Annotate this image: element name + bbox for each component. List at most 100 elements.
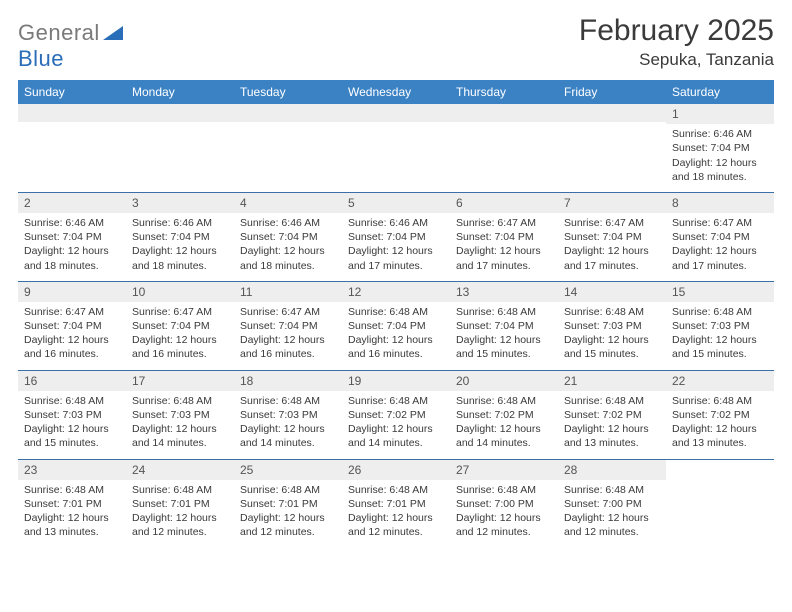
day-cell: 20Sunrise: 6:48 AMSunset: 7:02 PMDayligh… [450, 371, 558, 459]
day-cell [558, 104, 666, 192]
day-cell: 12Sunrise: 6:48 AMSunset: 7:04 PMDayligh… [342, 282, 450, 370]
day-number [342, 104, 450, 122]
daylight-text: Daylight: 12 hours and 14 minutes. [348, 422, 444, 450]
day-number: 25 [234, 460, 342, 480]
day-cell [342, 104, 450, 192]
sunrise-text: Sunrise: 6:48 AM [132, 483, 228, 497]
week-row: 16Sunrise: 6:48 AMSunset: 7:03 PMDayligh… [18, 370, 774, 459]
sunset-text: Sunset: 7:03 PM [240, 408, 336, 422]
dow-friday: Friday [558, 80, 666, 104]
daylight-text: Daylight: 12 hours and 12 minutes. [240, 511, 336, 539]
sunset-text: Sunset: 7:01 PM [132, 497, 228, 511]
daylight-text: Daylight: 12 hours and 18 minutes. [240, 244, 336, 272]
day-number: 24 [126, 460, 234, 480]
sunset-text: Sunset: 7:04 PM [348, 319, 444, 333]
day-cell: 16Sunrise: 6:48 AMSunset: 7:03 PMDayligh… [18, 371, 126, 459]
daylight-text: Daylight: 12 hours and 18 minutes. [132, 244, 228, 272]
day-cell: 6Sunrise: 6:47 AMSunset: 7:04 PMDaylight… [450, 193, 558, 281]
day-cell: 22Sunrise: 6:48 AMSunset: 7:02 PMDayligh… [666, 371, 774, 459]
daylight-text: Daylight: 12 hours and 16 minutes. [132, 333, 228, 361]
day-cell: 25Sunrise: 6:48 AMSunset: 7:01 PMDayligh… [234, 460, 342, 548]
day-number: 19 [342, 371, 450, 391]
sunrise-text: Sunrise: 6:48 AM [132, 394, 228, 408]
sunset-text: Sunset: 7:04 PM [348, 230, 444, 244]
daylight-text: Daylight: 12 hours and 13 minutes. [564, 422, 660, 450]
day-cell: 1Sunrise: 6:46 AMSunset: 7:04 PMDaylight… [666, 104, 774, 192]
sunrise-text: Sunrise: 6:47 AM [24, 305, 120, 319]
dow-thursday: Thursday [450, 80, 558, 104]
day-number: 14 [558, 282, 666, 302]
day-number: 13 [450, 282, 558, 302]
sunrise-text: Sunrise: 6:47 AM [240, 305, 336, 319]
daylight-text: Daylight: 12 hours and 15 minutes. [456, 333, 552, 361]
logo-part1: General [18, 20, 100, 45]
day-number [126, 104, 234, 122]
day-number: 8 [666, 193, 774, 213]
day-number [234, 104, 342, 122]
day-cell: 19 Sunrise: 6:48 AMSunset: 7:02 PMDayligh… [342, 371, 450, 459]
day-number: 28 [558, 460, 666, 480]
sunrise-text: Sunrise: 6:48 AM [564, 483, 660, 497]
sunrise-text: Sunrise: 6:47 AM [132, 305, 228, 319]
day-number: 26 [342, 460, 450, 480]
sunset-text: Sunset: 7:01 PM [240, 497, 336, 511]
day-cell: 27Sunrise: 6:48 AMSunset: 7:00 PMDayligh… [450, 460, 558, 548]
day-number: 7 [558, 193, 666, 213]
sunset-text: Sunset: 7:04 PM [24, 319, 120, 333]
day-cell: 5Sunrise: 6:46 AMSunset: 7:04 PMDaylight… [342, 193, 450, 281]
sunrise-text: Sunrise: 6:48 AM [456, 483, 552, 497]
sunset-text: Sunset: 7:02 PM [348, 408, 444, 422]
day-cell [450, 104, 558, 192]
day-cell: 7Sunrise: 6:47 AMSunset: 7:04 PMDaylight… [558, 193, 666, 281]
sunset-text: Sunset: 7:03 PM [672, 319, 768, 333]
sunset-text: Sunset: 7:02 PM [672, 408, 768, 422]
sunset-text: Sunset: 7:04 PM [672, 230, 768, 244]
sunset-text: Sunset: 7:04 PM [240, 319, 336, 333]
day-number: 3 [126, 193, 234, 213]
day-cell: 11Sunrise: 6:47 AMSunset: 7:04 PMDayligh… [234, 282, 342, 370]
sunrise-text: Sunrise: 6:47 AM [564, 216, 660, 230]
day-cell: 4Sunrise: 6:46 AMSunset: 7:04 PMDaylight… [234, 193, 342, 281]
sunrise-text: Sunrise: 6:48 AM [348, 483, 444, 497]
sunrise-text: Sunrise: 6:48 AM [348, 394, 444, 408]
daylight-text: Daylight: 12 hours and 14 minutes. [456, 422, 552, 450]
sunrise-text: Sunrise: 6:47 AM [456, 216, 552, 230]
daylight-text: Daylight: 12 hours and 12 minutes. [456, 511, 552, 539]
sunrise-text: Sunrise: 6:48 AM [564, 394, 660, 408]
logo-part2: Blue [18, 46, 64, 71]
sunset-text: Sunset: 7:04 PM [24, 230, 120, 244]
daylight-text: Daylight: 12 hours and 13 minutes. [24, 511, 120, 539]
sunset-text: Sunset: 7:04 PM [132, 319, 228, 333]
sunrise-text: Sunrise: 6:46 AM [24, 216, 120, 230]
day-number: 11 [234, 282, 342, 302]
day-number [558, 104, 666, 122]
sunset-text: Sunset: 7:04 PM [456, 319, 552, 333]
day-cell [126, 104, 234, 192]
sunset-text: Sunset: 7:04 PM [672, 141, 768, 155]
daylight-text: Daylight: 12 hours and 14 minutes. [240, 422, 336, 450]
title-block: February 2025 Sepuka, Tanzania [579, 14, 774, 70]
dow-sunday: Sunday [18, 80, 126, 104]
dow-wednesday: Wednesday [342, 80, 450, 104]
sunrise-text: Sunrise: 6:46 AM [132, 216, 228, 230]
sunrise-text: Sunrise: 6:48 AM [348, 305, 444, 319]
daylight-text: Daylight: 12 hours and 16 minutes. [24, 333, 120, 361]
day-cell: 10Sunrise: 6:47 AMSunset: 7:04 PMDayligh… [126, 282, 234, 370]
dow-row: Sunday Monday Tuesday Wednesday Thursday… [18, 80, 774, 104]
day-number: 18 [234, 371, 342, 391]
day-cell: 2Sunrise: 6:46 AMSunset: 7:04 PMDaylight… [18, 193, 126, 281]
day-cell [18, 104, 126, 192]
sunset-text: Sunset: 7:03 PM [132, 408, 228, 422]
location: Sepuka, Tanzania [579, 50, 774, 70]
day-cell: 3Sunrise: 6:46 AMSunset: 7:04 PMDaylight… [126, 193, 234, 281]
week-row: 9Sunrise: 6:47 AMSunset: 7:04 PMDaylight… [18, 281, 774, 370]
daylight-text: Daylight: 12 hours and 16 minutes. [348, 333, 444, 361]
day-number [450, 104, 558, 122]
day-number: 4 [234, 193, 342, 213]
weeks-container: 1Sunrise: 6:46 AMSunset: 7:04 PMDaylight… [18, 104, 774, 547]
day-number: 6 [450, 193, 558, 213]
daylight-text: Daylight: 12 hours and 12 minutes. [564, 511, 660, 539]
day-number: 15 [666, 282, 774, 302]
day-number: 17 [126, 371, 234, 391]
day-number [18, 104, 126, 122]
